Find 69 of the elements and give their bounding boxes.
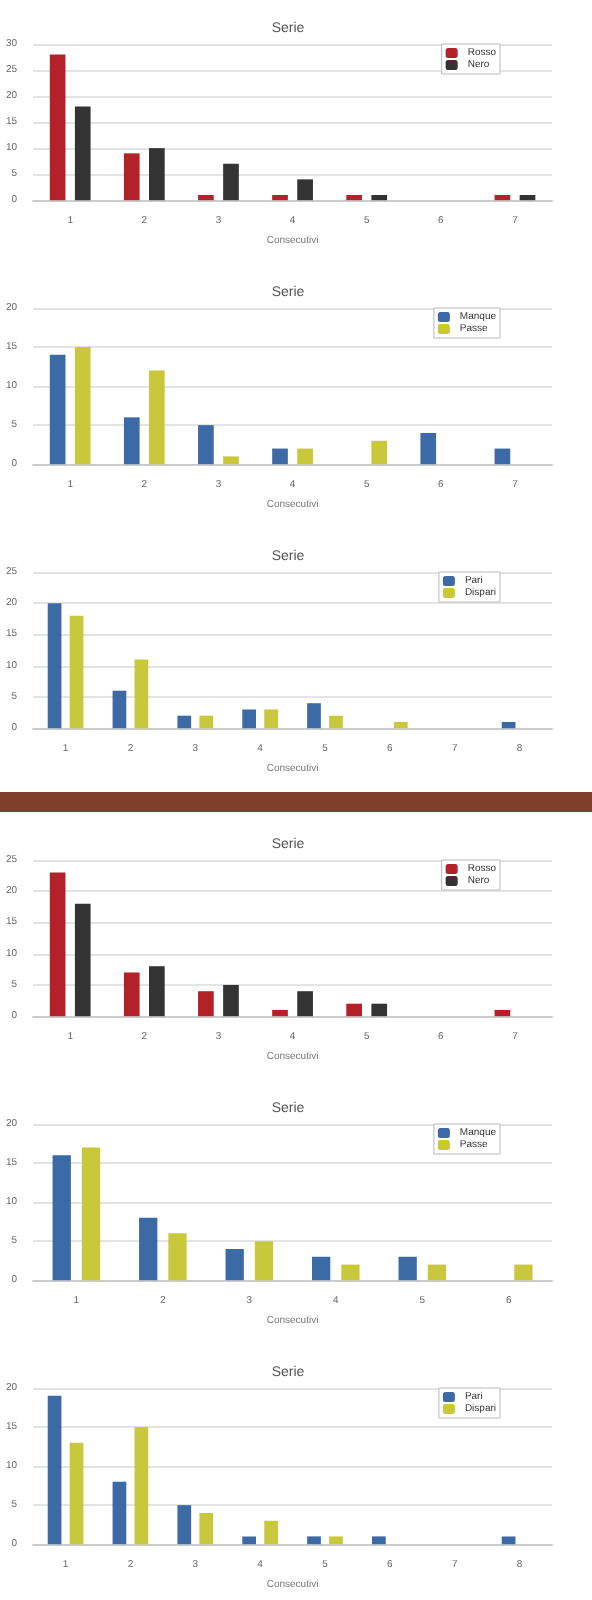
bar xyxy=(346,1003,362,1017)
bar xyxy=(49,872,66,1017)
bar xyxy=(398,1256,417,1281)
bar xyxy=(199,1512,214,1545)
bar xyxy=(371,194,388,201)
bar xyxy=(297,448,313,465)
bar xyxy=(81,1147,101,1281)
bar xyxy=(297,179,313,201)
bar xyxy=(494,1009,511,1017)
bar xyxy=(123,417,140,465)
bar xyxy=(47,603,62,729)
bar xyxy=(329,715,343,729)
bar xyxy=(223,163,239,201)
bar xyxy=(198,194,214,201)
bar xyxy=(307,703,321,729)
bar xyxy=(225,1248,244,1281)
bar xyxy=(112,1481,127,1545)
bar xyxy=(149,148,165,201)
bar xyxy=(198,991,214,1017)
bar xyxy=(177,1505,192,1545)
bar xyxy=(254,1241,274,1281)
bar xyxy=(514,1264,533,1281)
bar xyxy=(501,721,516,729)
bar xyxy=(494,448,511,465)
bar xyxy=(49,54,66,201)
bar xyxy=(134,659,149,729)
bar xyxy=(242,709,257,729)
bar xyxy=(139,1217,158,1281)
bar xyxy=(420,432,437,465)
bar xyxy=(52,1155,71,1281)
bar xyxy=(134,1427,149,1545)
bar xyxy=(501,1536,516,1545)
bar xyxy=(272,448,288,465)
bar xyxy=(123,972,140,1017)
bar xyxy=(341,1264,360,1281)
bar xyxy=(149,966,165,1017)
bar xyxy=(519,194,536,201)
bar xyxy=(149,370,165,465)
bar xyxy=(47,1395,62,1545)
bar xyxy=(74,347,91,465)
bar xyxy=(242,1536,257,1545)
bar xyxy=(371,1003,388,1017)
bar xyxy=(223,456,239,465)
bar xyxy=(168,1233,187,1281)
bar xyxy=(223,984,239,1017)
bar xyxy=(494,194,511,201)
bar xyxy=(69,615,84,729)
bar xyxy=(264,1520,278,1545)
bar xyxy=(297,991,313,1017)
bar xyxy=(393,721,408,729)
bar xyxy=(177,715,192,729)
bar xyxy=(198,425,214,465)
bar xyxy=(312,1256,331,1281)
bar xyxy=(264,709,278,729)
bar xyxy=(49,354,66,465)
bar xyxy=(74,903,91,1017)
bar xyxy=(69,1442,84,1545)
bar xyxy=(329,1536,343,1545)
bar xyxy=(371,440,388,465)
bar xyxy=(199,715,214,729)
bar xyxy=(272,1009,288,1017)
bar xyxy=(272,194,288,201)
bar xyxy=(123,153,140,201)
bar xyxy=(427,1264,447,1281)
bar xyxy=(74,106,91,201)
bar xyxy=(112,690,127,729)
bar xyxy=(346,194,362,201)
bar xyxy=(372,1536,386,1545)
bar xyxy=(307,1536,321,1545)
